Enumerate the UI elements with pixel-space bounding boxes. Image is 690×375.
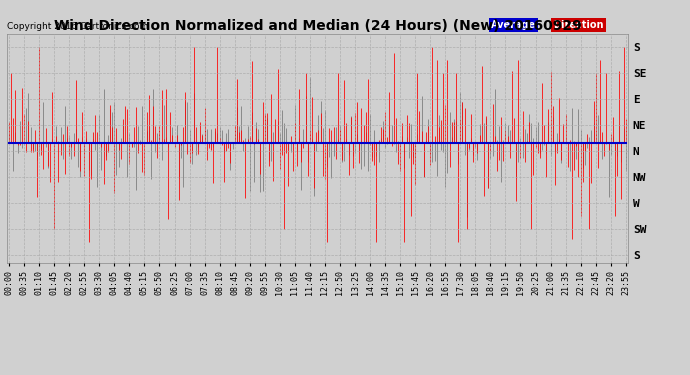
- Title: Wind Direction Normalized and Median (24 Hours) (New) 20160929: Wind Direction Normalized and Median (24…: [54, 19, 581, 33]
- Text: Average: Average: [491, 20, 536, 30]
- Text: Copyright 2016 Cartronics.com: Copyright 2016 Cartronics.com: [7, 22, 148, 32]
- Text: Direction: Direction: [553, 20, 604, 30]
